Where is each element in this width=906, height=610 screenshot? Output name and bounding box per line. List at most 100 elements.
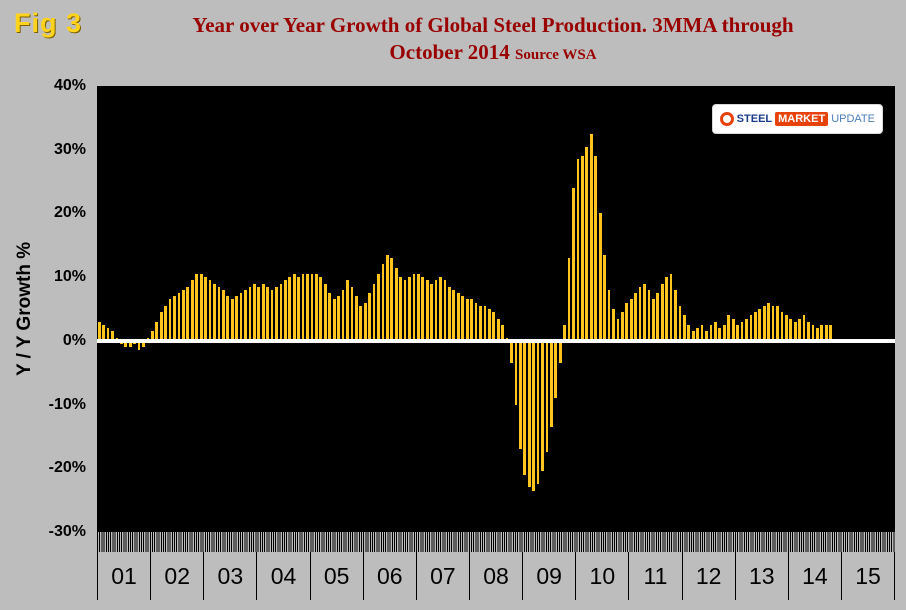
bar [576, 159, 580, 341]
bar [261, 283, 265, 341]
x-year-label: 06 [362, 552, 416, 600]
bar [128, 340, 132, 348]
bar [514, 340, 518, 405]
bar [270, 289, 274, 341]
bar [656, 293, 660, 341]
x-year-label: 02 [150, 552, 203, 600]
bar [518, 340, 522, 450]
y-tick-label: 30% [53, 140, 86, 158]
y-tick-label: 0% [62, 331, 86, 349]
bar [691, 331, 695, 341]
x-year-label: 08 [468, 552, 522, 600]
bar [124, 340, 128, 348]
source-label: Source WSA [515, 47, 597, 64]
bar [674, 289, 677, 341]
bar [315, 273, 318, 341]
bar [199, 273, 203, 341]
bar [789, 318, 793, 341]
bar [536, 340, 540, 485]
bar [248, 286, 252, 341]
bar [111, 331, 114, 341]
bar [381, 264, 385, 341]
bar [776, 305, 779, 341]
x-year-label: 12 [681, 552, 735, 600]
bar [186, 286, 190, 341]
bar [173, 296, 176, 341]
bar [350, 286, 354, 341]
bar [394, 267, 398, 341]
bar [159, 312, 163, 341]
bar [665, 277, 668, 341]
bar [807, 321, 810, 341]
x-axis-minor-ticks [97, 532, 895, 552]
bar [470, 299, 473, 341]
bar [155, 321, 159, 341]
x-year-label: 04 [256, 552, 309, 600]
bar [474, 302, 478, 341]
bar [620, 312, 624, 341]
bar [479, 305, 482, 341]
logo-word-steel: STEEL [736, 113, 773, 125]
bar [811, 324, 815, 341]
bar [722, 324, 726, 341]
logo: STEEL MARKET UPDATE [711, 104, 883, 134]
bar [252, 283, 256, 341]
bar [802, 315, 806, 341]
bar [452, 289, 456, 341]
bar [616, 318, 620, 341]
bar [532, 340, 535, 491]
bar [421, 277, 425, 341]
bar [651, 299, 655, 341]
bar [190, 280, 194, 341]
bar [319, 277, 323, 341]
bar [390, 258, 394, 341]
bar [434, 280, 438, 341]
bar [306, 273, 309, 341]
bar [545, 340, 549, 453]
bar [182, 289, 185, 341]
bar [323, 283, 327, 341]
bar [346, 280, 349, 341]
bar [368, 293, 371, 341]
bar [700, 324, 704, 341]
bar [354, 296, 358, 341]
bar [142, 340, 145, 348]
x-year-label: 09 [522, 552, 575, 600]
bar [417, 273, 420, 341]
bar [678, 305, 682, 341]
bar [714, 321, 717, 341]
bar [208, 280, 212, 341]
bar [550, 340, 553, 427]
bar [244, 289, 247, 341]
y-tick-label: -10% [48, 395, 86, 413]
bar [727, 315, 731, 341]
bar [824, 324, 828, 341]
x-year-label: 03 [203, 552, 256, 600]
bar [168, 299, 172, 341]
bar [784, 315, 788, 341]
bar [669, 273, 673, 341]
x-year-label: 05 [309, 552, 363, 600]
bar [359, 305, 363, 341]
bar [239, 293, 243, 341]
bar [448, 286, 451, 341]
x-year-label: 01 [97, 552, 150, 600]
bar [456, 293, 460, 341]
bar [820, 324, 824, 341]
bar [496, 318, 500, 341]
bar [217, 286, 221, 341]
bar [297, 277, 301, 341]
y-tick-label: 20% [53, 204, 86, 222]
bar [310, 273, 314, 341]
bar [332, 299, 336, 341]
y-tick-label: -30% [48, 523, 86, 540]
bar [465, 299, 469, 341]
bar [510, 340, 513, 364]
bar [687, 324, 691, 341]
bar [399, 277, 402, 341]
bar [625, 302, 629, 341]
bar [204, 277, 207, 341]
bar [403, 280, 407, 341]
bar [598, 213, 602, 341]
bar [585, 146, 589, 341]
